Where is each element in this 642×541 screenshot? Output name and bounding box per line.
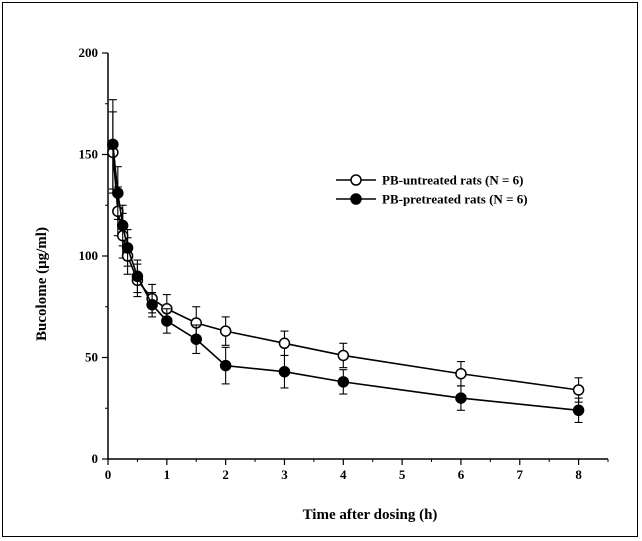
data-point — [116, 219, 129, 232]
x-tick-label-3: 3 — [281, 467, 288, 482]
data-point — [337, 376, 350, 388]
data-point — [107, 138, 119, 151]
x-tick-label-5: 5 — [399, 467, 406, 482]
data-point — [572, 404, 585, 417]
data-point — [337, 349, 350, 362]
data-point — [131, 270, 144, 283]
data-point — [572, 384, 585, 396]
y-axis-title: Bucolome (μg/ml) — [34, 227, 50, 341]
y-tick-label-200: 200 — [79, 45, 99, 60]
legend-marker — [350, 174, 362, 186]
data-point — [278, 337, 291, 350]
data-point — [219, 359, 232, 372]
data-point — [112, 187, 124, 199]
legend: PB-untreated rats (N = 6) PB-pretreated r… — [336, 173, 528, 207]
legend-item-2: PB-pretreated rats (N = 6) — [336, 192, 528, 207]
data-point — [121, 242, 134, 254]
data-point — [161, 315, 173, 327]
y-tick-label-150: 150 — [79, 147, 99, 162]
legend-label-2: PB-pretreated rats (N = 6) — [382, 192, 528, 207]
x-tick-label-2: 2 — [222, 467, 229, 482]
data-point — [190, 333, 202, 345]
legend-item-1: PB-untreated rats (N = 6) — [336, 173, 523, 188]
data-point — [146, 298, 158, 311]
x-tick-label-1: 1 — [164, 467, 171, 482]
plot-area — [107, 99, 585, 424]
x-tick-label-6: 6 — [458, 467, 465, 482]
y-tick-label-50: 50 — [85, 350, 98, 365]
x-tick-label-7: 7 — [517, 467, 524, 482]
data-point — [455, 392, 467, 404]
data-point — [278, 365, 291, 378]
x-tick-label-0: 0 — [105, 467, 112, 482]
x-axis-title: Time after dosing (h) — [303, 507, 438, 523]
data-point — [455, 367, 467, 380]
legend-marker — [350, 193, 362, 205]
legend-label-1: PB-untreated rats (N = 6) — [382, 173, 523, 188]
series-2 — [107, 99, 585, 424]
axes: 0 1 2 3 4 5 6 7 8 0 50 100 150 200 — [79, 45, 609, 482]
y-tick-label-0: 0 — [92, 451, 99, 466]
data-point — [219, 325, 232, 337]
series-1 — [107, 111, 585, 403]
y-tick-label-100: 100 — [79, 248, 99, 263]
x-tick-label-8: 8 — [575, 467, 582, 482]
x-tick-label-4: 4 — [340, 467, 347, 482]
